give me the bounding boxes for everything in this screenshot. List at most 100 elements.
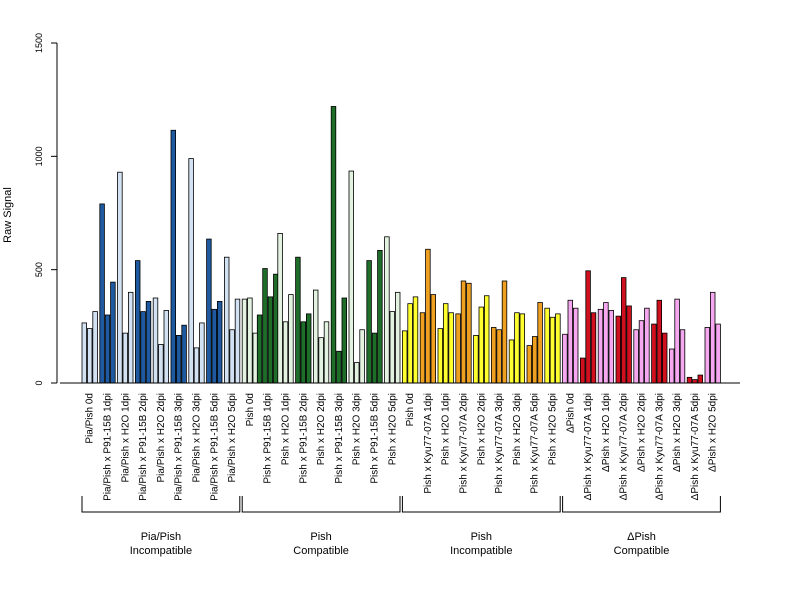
bar: [526, 345, 532, 384]
category-label: Pia/Pish 0d: [85, 393, 96, 444]
bar: [501, 280, 508, 384]
bar: [537, 302, 543, 384]
bar: [229, 329, 235, 384]
group-sublabel: Compatible: [614, 545, 670, 557]
bar: [206, 238, 212, 384]
category-label: Pish x P91-15B 5dpi: [370, 393, 381, 484]
category-label: Pish x Kyu77-07A 3dpi: [494, 393, 505, 494]
category-label: Pia/Pish x P91-15B 5dpi: [209, 393, 220, 501]
category-label: Pish x Kyu77-07A 5dpi: [530, 393, 541, 494]
bar: [651, 323, 657, 384]
bar: [181, 324, 187, 384]
category-label: Pia/Pish x P91-15B 2dpi: [138, 393, 149, 501]
bar: [104, 314, 111, 384]
bar: [127, 291, 134, 384]
bar: [437, 328, 443, 384]
category-label: Pish x H2O 1dpi: [281, 393, 292, 465]
category-label: Pish x P91-15B 3dpi: [334, 393, 345, 484]
bar: [158, 344, 164, 384]
bar: [478, 306, 484, 384]
category-label: ΔPish x H2O 1dpi: [601, 393, 612, 472]
bar: [608, 310, 614, 384]
bar: [247, 297, 253, 384]
category-label: ΔPish x Kyu77-07A 2dpi: [619, 393, 630, 500]
group-sublabel: Incompatible: [450, 545, 512, 557]
bar: [674, 298, 680, 384]
bar: [555, 313, 561, 384]
bar: [710, 291, 716, 384]
bar: [262, 268, 268, 384]
category-labels: Pia/Pish 0d Pia/Pish x P91-15B 1dpi Pia/Pi…: [85, 393, 719, 501]
category-label: Pish x H2O 2dpi: [476, 393, 487, 465]
bar: [234, 298, 241, 384]
bar: [460, 280, 467, 384]
bar: [323, 321, 330, 384]
category-label: Pia/Pish x H2O 1dpi: [120, 393, 131, 483]
group-sublabel: Incompatible: [130, 545, 192, 557]
category-label: Pish x Kyu77-07A 1dpi: [423, 393, 434, 494]
category-label: Pish x P91-15B 2dpi: [298, 393, 309, 484]
bar: [267, 296, 274, 384]
bar: [704, 327, 710, 384]
bar: [353, 362, 360, 384]
bar: [562, 333, 568, 384]
bar: [199, 322, 205, 384]
bar: [295, 256, 301, 384]
bar: [140, 311, 146, 384]
bar: [585, 270, 591, 384]
y-tick-label: 1000: [34, 146, 44, 166]
bar: [87, 328, 93, 384]
category-label: Pia/Pish x H2O 5dpi: [227, 393, 238, 483]
bar: [359, 329, 365, 384]
bar: [193, 347, 200, 384]
bar: [549, 316, 556, 384]
category-label: Pia/Pish x H2O 2dpi: [156, 393, 167, 483]
bar: [401, 330, 408, 384]
bar: [122, 332, 128, 384]
bar: [633, 329, 639, 384]
bar: [412, 296, 419, 384]
bar: [603, 302, 609, 384]
bar: [211, 308, 217, 384]
bar: [330, 106, 337, 384]
category-label: ΔPish x Kyu77-07A 1dpi: [583, 393, 594, 500]
bar: [508, 339, 515, 384]
category-label: ΔPish x Kyu77-07A 5dpi: [690, 393, 701, 500]
category-label: ΔPish x H2O 5dpi: [708, 393, 719, 472]
bar: [163, 310, 169, 384]
bar: [318, 337, 324, 384]
category-label: Pia/Pish x P91-15B 1dpi: [103, 393, 114, 501]
group-bracket: [562, 496, 721, 513]
bar: [662, 332, 668, 384]
bar: [288, 294, 294, 384]
bar: [466, 282, 472, 384]
bar: [300, 321, 306, 384]
bar: [241, 298, 248, 384]
bar: [567, 299, 573, 384]
category-label: Pia/Pish x H2O 3dpi: [192, 393, 203, 483]
bar: [336, 350, 342, 384]
bar: [626, 305, 632, 384]
bar: [442, 303, 449, 384]
bar: [692, 379, 698, 384]
y-tick-label: 0: [34, 380, 44, 385]
bar: [170, 129, 176, 384]
category-label: Pish x H2O 3dpi: [512, 393, 523, 465]
bar: [277, 232, 283, 384]
bar: [341, 297, 347, 384]
bar: [514, 312, 520, 384]
bar: [223, 256, 230, 384]
bar: [110, 281, 116, 384]
bar: [483, 295, 490, 384]
bar: [81, 322, 87, 384]
bar: [384, 236, 390, 384]
y-tick-label: 500: [34, 262, 44, 277]
bar: [532, 336, 538, 384]
bar: [656, 299, 662, 384]
bar: [590, 312, 597, 384]
category-label: Pish x Kyu77-07A 2dpi: [459, 393, 470, 494]
bar: [715, 323, 721, 384]
category-label: Pish 0d: [245, 393, 256, 426]
bar: [99, 203, 105, 384]
y-axis-label: Raw Signal: [2, 187, 14, 243]
